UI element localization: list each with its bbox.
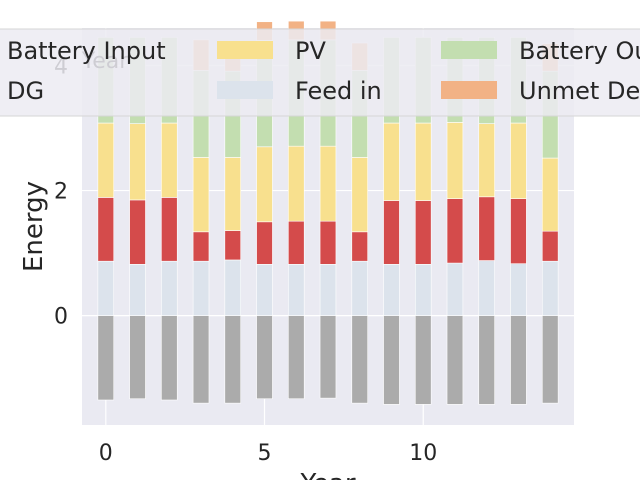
bar-feed-in bbox=[510, 263, 527, 316]
legend-label-dg: DG bbox=[7, 77, 44, 105]
y-tick-label: 2 bbox=[54, 180, 68, 205]
bar-battery-input bbox=[478, 196, 495, 261]
bar-dg bbox=[414, 315, 432, 405]
bar-battery-input bbox=[541, 230, 559, 262]
bar-dg bbox=[97, 315, 115, 401]
y-axis-label: Energy bbox=[19, 181, 49, 272]
legend-swatch-battery-out bbox=[441, 41, 497, 59]
bar-battery-input bbox=[383, 200, 400, 265]
bar-feed-in bbox=[383, 264, 400, 316]
legend-label-feed-in: Feed in bbox=[295, 77, 382, 105]
bar-pv bbox=[129, 123, 146, 201]
bar-dg bbox=[161, 315, 178, 401]
bar-dg bbox=[256, 315, 273, 400]
legend-box bbox=[0, 28, 640, 117]
bar-dg bbox=[478, 315, 495, 405]
bar-feed-in bbox=[288, 264, 305, 316]
bar-dg bbox=[383, 315, 400, 405]
bar-feed-in bbox=[224, 259, 242, 316]
bar-feed-in bbox=[478, 260, 495, 316]
bar-feed-in bbox=[319, 264, 337, 316]
legend-label-unmet-demand: Unmet Demand bbox=[519, 77, 640, 105]
bar-feed-in bbox=[256, 264, 273, 316]
bar-battery-input bbox=[510, 198, 527, 264]
bar-pv bbox=[97, 122, 115, 198]
bar-pv bbox=[383, 122, 400, 201]
bar-battery-input bbox=[129, 199, 146, 265]
bar-feed-in bbox=[446, 262, 464, 316]
bar-feed-in bbox=[161, 260, 178, 316]
bar-feed-in bbox=[414, 264, 432, 316]
bar-dg bbox=[319, 315, 337, 399]
bar-feed-in bbox=[129, 264, 146, 316]
bar-battery-input bbox=[192, 231, 210, 262]
bar-pv bbox=[288, 145, 305, 222]
bar-battery-input bbox=[351, 231, 368, 262]
legend-swatch-unmet-demand bbox=[441, 81, 497, 99]
x-tick-label: 5 bbox=[258, 441, 272, 466]
bar-battery-input bbox=[319, 220, 337, 265]
bar-feed-in bbox=[541, 260, 559, 316]
bar-pv bbox=[256, 146, 273, 223]
legend-label-pv: PV bbox=[295, 37, 326, 65]
bar-dg bbox=[129, 315, 146, 400]
x-axis-label: Year bbox=[299, 469, 355, 480]
bar-pv bbox=[446, 122, 464, 199]
bar-feed-in bbox=[192, 260, 210, 316]
bar-pv bbox=[161, 122, 178, 198]
bar-pv bbox=[319, 145, 337, 222]
bar-pv bbox=[192, 157, 210, 233]
bar-dg bbox=[288, 315, 305, 400]
bar-pv bbox=[224, 157, 242, 231]
bar-feed-in bbox=[97, 260, 115, 316]
bar-battery-input bbox=[97, 197, 115, 262]
bar-pv bbox=[478, 123, 495, 198]
x-tick-label: 0 bbox=[99, 441, 113, 466]
legend-label-battery-out: Battery Out bbox=[519, 37, 640, 65]
legend-label-battery-input: Battery Input bbox=[7, 37, 166, 65]
bar-battery-input bbox=[161, 197, 178, 262]
bar-pv bbox=[351, 157, 368, 233]
bar-battery-input bbox=[224, 230, 242, 261]
bar-dg bbox=[351, 315, 368, 404]
bar-dg bbox=[446, 315, 464, 405]
bar-feed-in bbox=[351, 260, 368, 316]
legend-swatch-feed-in bbox=[217, 81, 273, 99]
bar-dg bbox=[510, 315, 527, 405]
bar-battery-input bbox=[414, 200, 432, 265]
legend-swatch-pv bbox=[217, 41, 273, 59]
bar-pv bbox=[510, 122, 527, 199]
bar-battery-input bbox=[256, 221, 273, 265]
bar-dg bbox=[192, 315, 210, 404]
x-tick-label: 10 bbox=[409, 441, 437, 466]
bar-battery-input bbox=[446, 198, 464, 264]
bar-pv bbox=[541, 157, 559, 232]
bar-pv bbox=[414, 122, 432, 201]
y-tick-label: 0 bbox=[54, 305, 68, 330]
bar-battery-input bbox=[288, 220, 305, 265]
bar-dg bbox=[541, 315, 559, 404]
bar-dg bbox=[224, 315, 242, 404]
